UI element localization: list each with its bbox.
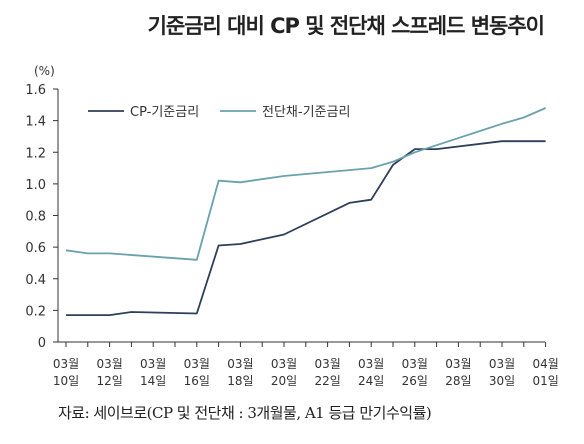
series-line-1	[66, 140, 546, 317]
x-tick-label: 14일	[140, 374, 166, 388]
x-tick-label: 20일	[271, 374, 297, 388]
x-tick-label: 18일	[227, 374, 253, 388]
chart-title: 기준금리 대비 CP 및 전단채 스프레드 변동추이	[147, 14, 545, 38]
x-tick-label: 03월	[358, 357, 384, 371]
x-tick-label: 10일	[53, 374, 79, 388]
x-tick-label: 03월	[227, 357, 253, 371]
x-tick-label: 03월	[445, 357, 471, 371]
x-tick-label: 03월	[402, 357, 428, 371]
x-tick-label: 22일	[314, 374, 340, 388]
x-tick-label: 01일	[532, 374, 558, 388]
legend: CP-기준금리 전단채-기준금리	[88, 105, 350, 120]
x-tick-label: 12일	[96, 374, 122, 388]
x-tick-label: 03월	[53, 357, 79, 371]
y-tick-label: 0.6	[25, 241, 46, 256]
y-tick-label: 0.2	[25, 304, 46, 319]
source-note: 자료: 세이브로(CP 및 전단채 : 3개월물, A1 등급 만기수익률)	[58, 404, 432, 422]
x-tick-label: 24일	[358, 374, 384, 388]
x-tick-label: 16일	[184, 374, 210, 388]
y-tick-labels: 0 0.2 0.4 0.6 0.8 1.0 1.2 1.4 1.6	[25, 83, 46, 351]
x-tick-labels: 03월 10일 03월 12일 03월 14일 03월 16일 03월 18일 03월 20일 03월 2…	[53, 357, 559, 388]
legend-label-1: CP-기준금리	[130, 105, 199, 120]
x-tick-label: 03월	[271, 357, 297, 371]
x-tick-label: 30일	[489, 374, 515, 388]
series-lines	[65, 107, 546, 317]
y-tick-label: 1.0	[25, 178, 46, 193]
x-tick-label: 03월	[184, 357, 210, 371]
x-tick-label: 03월	[140, 357, 166, 371]
x-tick-label: 04월	[532, 357, 558, 371]
y-tick-label: 0	[38, 336, 46, 351]
x-tick-label: 03월	[489, 357, 515, 371]
y-axis-unit: (%)	[34, 64, 55, 78]
y-tick-label: 1.6	[25, 83, 46, 98]
legend-label-2: 전단채-기준금리	[262, 105, 350, 120]
x-tick-label: 03월	[314, 357, 340, 371]
y-tick-label: 1.4	[25, 115, 46, 130]
y-tick-label: 1.2	[25, 146, 46, 161]
x-tick-label: 28일	[445, 374, 471, 388]
y-tick-label: 0.4	[25, 273, 46, 288]
y-tick-label: 0.8	[25, 210, 46, 225]
x-tick-label: 03월	[96, 357, 122, 371]
axes	[53, 88, 547, 347]
x-tick-label: 26일	[402, 374, 428, 388]
series-line-2	[65, 107, 546, 261]
